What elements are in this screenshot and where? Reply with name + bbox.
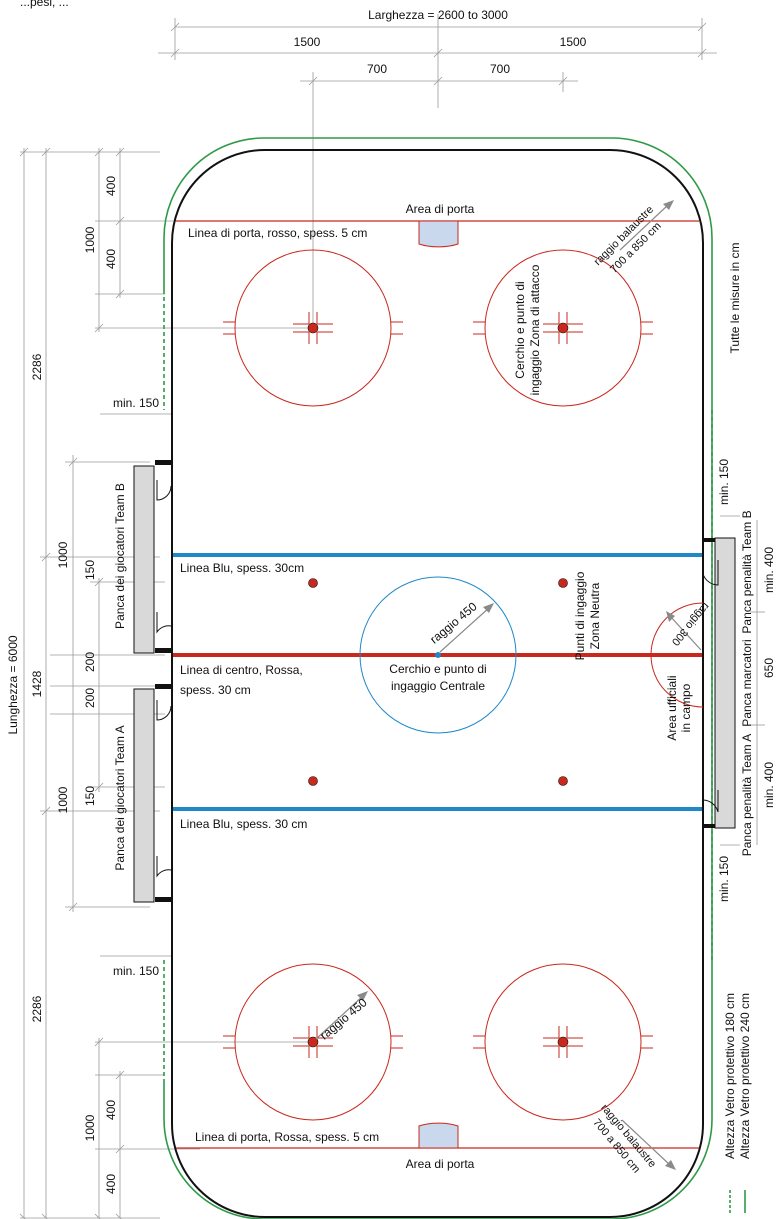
faceoff-hash-marks [223, 312, 653, 1058]
goal-dim-bottom: 1000 [83, 1114, 97, 1141]
left-dimensions: Lunghezza = 6000 2286 1428 2286 1000 400… [6, 147, 313, 1219]
half-width-right: 1500 [560, 35, 587, 49]
penalty-bench-a-label: Panca penalità Team A [740, 734, 754, 857]
player-benches: Panca dei giocatori Team B Panca dei gio… [113, 460, 172, 903]
goal-area-top-label: Area di porta [406, 202, 475, 216]
goal-area-bottom-label: Area di porta [406, 1157, 475, 1171]
neutral-dot-top-left [308, 578, 318, 588]
goal-dim-bottom-b: 400 [104, 1174, 118, 1194]
scorers-bench-label: Panca marcatori [740, 639, 754, 726]
top-cut-text: ...pesi, ... [20, 0, 69, 9]
neutral-points-label-1: Punti di ingaggio [573, 571, 587, 660]
legend-glass-240: Altezza Vetro protettivo 240 cm [738, 993, 752, 1159]
center-line-label-1: Linea di centro, Rossa, [180, 663, 303, 677]
rink-surface [163, 137, 713, 1219]
boards-radius-arrow-bottom [621, 1119, 671, 1166]
attack-zone-length-top: 2286 [30, 353, 44, 380]
neutral-points-label-2: Zona Neutra [588, 582, 602, 649]
neutral-zone-length: 1428 [30, 670, 44, 697]
top-dimensions: Larghezza = 2600 to 3000 1500 1500 700 7… [158, 8, 717, 328]
min-150-right-top: min. 150 [717, 459, 731, 505]
penalty-bench-b-label: Panca penalità Team B [740, 510, 754, 633]
referee-area-label-1: Area ufficiali [665, 675, 679, 740]
goal-dim-top-a: 400 [104, 176, 118, 196]
center-offset-a: 200 [83, 652, 97, 672]
bench-team-b [133, 465, 155, 654]
min-150-left-top: min. 150 [113, 396, 159, 410]
penalty-scorer-benches [702, 515, 765, 846]
faceoff-circle-top-right [484, 249, 642, 407]
center-radius-arrow [439, 606, 491, 653]
center-circle-label-2: ingaggio Centrale [391, 679, 485, 693]
goal-line-bottom-label: Linea di porta, Rossa, spess. 5 cm [195, 1130, 379, 1144]
blue-line-top-label: Linea Blu, spess. 30cm [180, 561, 304, 575]
referee-crease [650, 602, 704, 708]
neutral-dot-bottom-right [558, 776, 568, 786]
bench-a-length: 1000 [56, 786, 70, 813]
rink-boards [171, 149, 704, 1218]
bench-team-a [133, 688, 155, 903]
referee-radius-label: raggio 300 [669, 600, 712, 648]
min-150-left-bottom: min. 150 [113, 964, 159, 978]
goal-dim-top-b: 400 [104, 249, 118, 269]
goal-crease-bottom [418, 1122, 459, 1149]
min-400-bottom: min. 400 [762, 762, 776, 808]
faceoff-circle-top-left [234, 249, 392, 407]
bench-team-b-label: Panca dei giocatori Team B [113, 483, 127, 629]
center-circle [359, 576, 517, 734]
half-width-left: 1500 [294, 35, 321, 49]
goal-dim-bottom-a: 400 [104, 1100, 118, 1120]
length-total-label: Lunghezza = 6000 [6, 635, 20, 734]
blue-line-bottom-label: Linea Blu, spess. 30 cm [180, 817, 307, 831]
neutral-dot-top-right [558, 578, 568, 588]
faceoff-circle-bottom-left [234, 963, 392, 1121]
span-650: 650 [762, 658, 776, 678]
attack-zone-label-2: ingaggio Zona di attacco [528, 264, 542, 395]
legend: Altezza Vetro protettivo 180 cm Altezza … [723, 993, 752, 1213]
faceoff-circle-bottom-right [484, 963, 642, 1121]
center-dot [435, 652, 441, 658]
center-circle-label-1: Cerchio e punto di [389, 662, 486, 676]
penalty-box [714, 537, 736, 829]
min-400-top: min. 400 [762, 547, 776, 593]
center-line-label-2: spess. 30 cm [180, 683, 251, 697]
faceoff-offset-right: 700 [490, 62, 510, 76]
min-150-right-bottom: min. 150 [717, 856, 731, 902]
goal-line-top-label: Linea di porta, rosso, spess. 5 cm [188, 226, 367, 240]
faceoff-offset-left: 700 [367, 62, 387, 76]
referee-radius-arrow [669, 615, 702, 651]
bench-team-a-label: Panca dei giocatori Team A [113, 725, 127, 870]
rink-labels: Area di porta Linea di porta, rosso, spe… [180, 202, 712, 1175]
bench-a-gap: 150 [83, 786, 97, 806]
attack-zone-label-1: Cerchio e punto di [513, 281, 527, 378]
bench-b-length: 1000 [56, 541, 70, 568]
goal-crease-top [418, 220, 459, 248]
referee-area-label-2: in campo [679, 683, 693, 732]
boards-radius-arrow-top [619, 204, 669, 251]
right-labels: Tutte le misure in cm min. 150 min. 150 … [717, 243, 776, 902]
legend-glass-180: Altezza Vetro protettivo 180 cm [723, 993, 737, 1159]
units-label: Tutte le misure in cm [728, 243, 742, 354]
attack-zone-length-bottom: 2286 [30, 995, 44, 1022]
goal-dim-top: 1000 [83, 226, 97, 253]
bench-b-gap: 150 [83, 560, 97, 580]
neutral-dot-bottom-left [308, 776, 318, 786]
bottom-radius-label: raggio 450 [317, 995, 370, 1042]
bottom-radius-arrow [315, 994, 365, 1040]
center-offset-b: 200 [83, 688, 97, 708]
